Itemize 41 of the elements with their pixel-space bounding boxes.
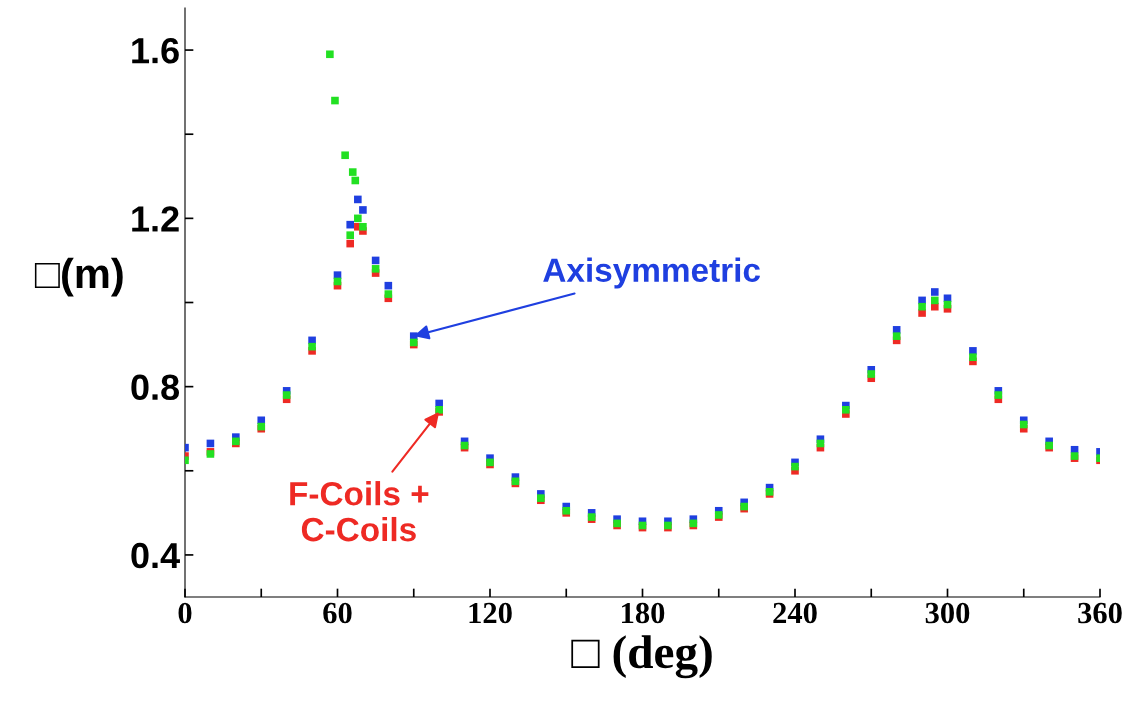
point	[371, 265, 380, 273]
point	[331, 96, 339, 105]
x-tick-label: 240	[773, 602, 817, 624]
point	[326, 50, 334, 59]
point	[359, 206, 367, 214]
point	[842, 405, 850, 414]
point	[346, 231, 355, 239]
point	[867, 370, 876, 378]
point	[791, 462, 799, 471]
point	[969, 353, 977, 361]
x-tick-label: 0	[178, 602, 192, 624]
x-tick-label: 360	[1078, 602, 1122, 624]
y-axis-title: □(m)	[34, 257, 123, 297]
x-tick-label: 120	[469, 602, 512, 624]
point	[892, 332, 901, 340]
point	[346, 239, 355, 248]
point	[384, 290, 393, 298]
point	[282, 391, 291, 399]
point	[354, 195, 362, 204]
x-tick-label: 180	[622, 602, 665, 624]
point	[354, 214, 362, 223]
y-tick-label: 1.6	[132, 37, 179, 64]
y-tick-label: 0.4	[131, 542, 180, 569]
point	[351, 176, 360, 185]
y-tick-label: 0.8	[131, 374, 180, 401]
point	[346, 220, 355, 229]
x-tick-label: 60	[323, 602, 352, 624]
x-axis-title: □ (deg)	[571, 635, 712, 679]
point	[348, 168, 357, 176]
point	[341, 151, 349, 160]
point	[1019, 420, 1028, 429]
point	[918, 302, 926, 311]
x-tick-label: 300	[925, 602, 970, 624]
annotation: Axisymmetric	[543, 257, 760, 289]
point	[930, 288, 939, 296]
y-tick-label: 1.2	[132, 206, 179, 232]
point	[994, 391, 1003, 399]
annotation: F-Coils + C-Coils	[290, 481, 429, 542]
point	[930, 296, 939, 305]
point	[359, 222, 367, 231]
point	[308, 342, 316, 351]
